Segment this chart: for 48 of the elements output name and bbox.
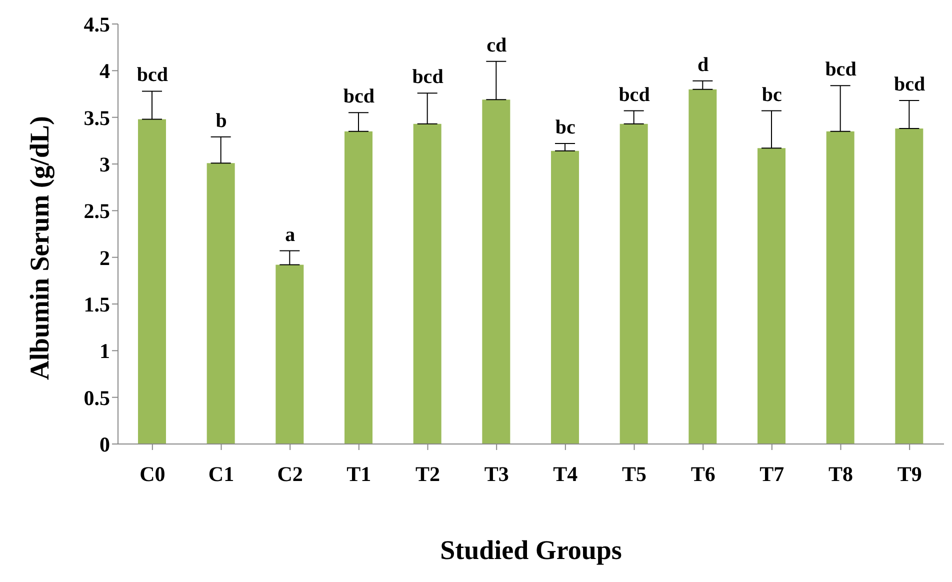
x-tick-label: T6 — [690, 462, 716, 486]
bar — [482, 100, 510, 444]
annotation: bcd — [894, 74, 926, 96]
annotation: bc — [555, 116, 576, 138]
bar — [758, 148, 786, 444]
x-tick-label: C0 — [140, 462, 166, 486]
annotation: d — [698, 54, 709, 76]
x-tick-label: T3 — [484, 462, 509, 486]
y-tick-label: 4.5 — [84, 12, 110, 36]
x-tick-label: T1 — [346, 462, 372, 486]
bar — [688, 89, 717, 444]
annotation: bc — [762, 84, 782, 106]
x-tick-label: C1 — [208, 462, 234, 486]
bar — [895, 128, 924, 444]
bar — [276, 264, 304, 444]
x-tick-label: T5 — [622, 462, 647, 486]
annotation: b — [216, 110, 227, 132]
annotation: bcd — [136, 64, 168, 86]
x-tick-label: T7 — [760, 462, 784, 486]
y-tick-label: 2.5 — [84, 199, 110, 224]
y-tick-label: 0 — [100, 432, 110, 456]
annotation: bcd — [825, 58, 856, 81]
bar — [826, 131, 854, 444]
y-tick-label: 1.5 — [84, 292, 110, 316]
bar — [138, 119, 166, 444]
y-tick-label: 1 — [100, 339, 110, 364]
bar — [551, 150, 579, 444]
x-tick-label: T9 — [897, 462, 922, 486]
bar — [206, 163, 235, 444]
x-tick-label: T4 — [553, 462, 578, 486]
y-tick-label: 4 — [100, 59, 110, 84]
y-tick-label: 0.5 — [84, 386, 110, 410]
annotation: bcd — [343, 86, 374, 108]
annotation: a — [285, 224, 296, 246]
y-tick-label: 3.5 — [84, 106, 110, 130]
y-axis-title: Albumin Serum (g/dL) — [24, 116, 56, 380]
x-tick-label: T8 — [828, 462, 854, 486]
x-tick-label: C2 — [277, 462, 303, 486]
x-tick-label: T2 — [415, 462, 440, 486]
bar — [620, 124, 648, 444]
annotation: cd — [486, 34, 507, 56]
bar — [413, 124, 442, 444]
annotation: bcd — [412, 66, 444, 88]
x-axis-title: Studied Groups — [439, 535, 623, 566]
annotation: bcd — [618, 84, 650, 106]
y-tick-label: 2 — [100, 246, 110, 270]
bar — [344, 131, 372, 444]
y-tick-label: 3 — [100, 152, 110, 176]
